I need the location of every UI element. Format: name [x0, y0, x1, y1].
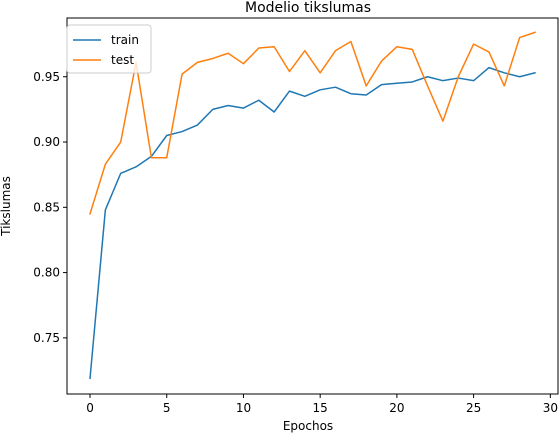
legend-train-label: train: [111, 33, 139, 47]
y-tick-label: 0.90: [33, 135, 60, 149]
legend-test-label: test: [111, 53, 134, 67]
y-tick-label: 0.80: [33, 266, 60, 280]
x-tick-label: 10: [236, 401, 251, 415]
y-tick-label: 0.85: [33, 200, 60, 214]
x-axis-label: Epochos: [283, 419, 333, 433]
x-tick-label: 25: [466, 401, 481, 415]
chart-title: Modelio tikslumas: [245, 0, 371, 16]
y-tick-label: 0.75: [33, 331, 60, 345]
x-tick-label: 20: [389, 401, 404, 415]
legend: train test: [67, 25, 151, 73]
x-tick-label: 15: [313, 401, 328, 415]
y-tick-label: 0.95: [33, 70, 60, 84]
x-tick-label: 5: [163, 401, 171, 415]
x-tick-label: 0: [86, 401, 94, 415]
x-tick-label: 30: [543, 401, 558, 415]
y-axis-label: Tikslumas: [0, 176, 13, 237]
